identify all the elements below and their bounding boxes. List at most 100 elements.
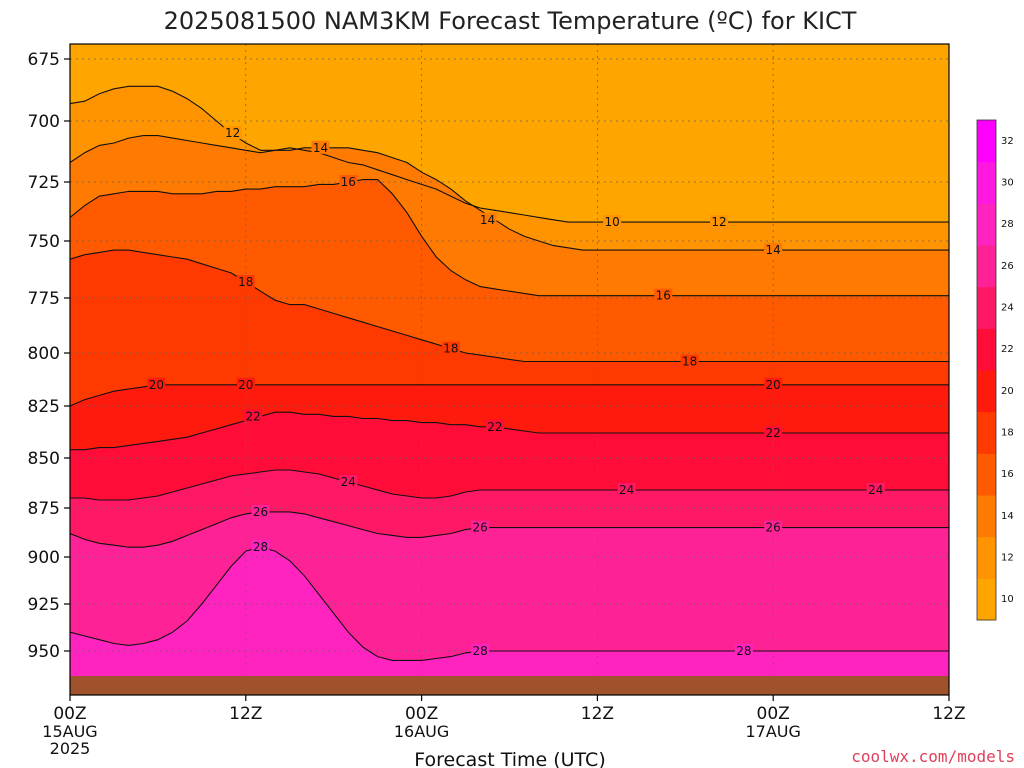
contour-label-22: 22 — [485, 419, 504, 434]
colorbar-swatch-30 — [977, 161, 996, 204]
x-date-label-48: 17AUG — [745, 722, 800, 741]
contour-label-28: 28 — [734, 644, 753, 658]
temp-band-28-plus — [70, 547, 949, 676]
isotherm-12 — [70, 85, 949, 223]
x-tick-label-36: 12Z — [581, 704, 614, 724]
svg-text:18: 18 — [238, 275, 253, 289]
svg-text:14: 14 — [766, 243, 781, 257]
isotherm-24 — [70, 469, 949, 501]
colorbar-label-12: 12 — [1001, 553, 1014, 564]
temp-band-16-18 — [70, 179, 949, 362]
colorbar-label-18: 18 — [1001, 428, 1014, 439]
x-tick-label-60: 12Z — [932, 704, 965, 724]
isotherm-contours — [70, 85, 949, 661]
isotherm-16 — [70, 179, 949, 297]
colorbar-label-14: 14 — [1001, 511, 1014, 522]
svg-text:26: 26 — [473, 521, 488, 535]
x-date-label-0: 15AUG — [42, 722, 97, 741]
colorbar-label-10: 10 — [1001, 594, 1014, 605]
svg-text:20: 20 — [149, 378, 164, 392]
svg-text:18: 18 — [443, 342, 458, 356]
temp-band-12-14 — [70, 86, 949, 251]
contour-label-18: 18 — [236, 275, 255, 289]
temp-band-24-26 — [70, 470, 949, 548]
contour-label-14: 14 — [311, 140, 330, 155]
isotherm-22 — [70, 411, 949, 451]
y-tick-label-925: 925 — [28, 595, 60, 615]
temp-band-26-28 — [70, 511, 949, 661]
temp-band-20-22 — [70, 384, 949, 450]
y-axis: 675 700 725 750 775 800 825 850 875 900 925 950 — [28, 50, 70, 662]
colorbar-legend: 10 12 14 16 18 20 22 24 26 28 30 32 — [976, 119, 1014, 621]
temperature-bands — [70, 44, 949, 676]
contour-label-24: 24 — [339, 475, 358, 489]
y-tick-label-900: 900 — [28, 548, 60, 568]
svg-text:24: 24 — [341, 475, 356, 489]
contour-label-28: 28 — [251, 540, 270, 554]
contour-label-16: 16 — [339, 175, 358, 189]
svg-text:22: 22 — [487, 420, 502, 434]
isotherm-14 — [70, 135, 949, 251]
svg-text:22: 22 — [766, 426, 781, 440]
colorbar-swatch-16 — [977, 453, 996, 496]
svg-text:12: 12 — [711, 215, 726, 229]
svg-text:22: 22 — [245, 409, 260, 423]
chart-title: 2025081500 NAM3KM Forecast Temperature (… — [164, 7, 857, 35]
svg-text:28: 28 — [736, 644, 751, 658]
contour-label-10: 10 — [603, 215, 622, 229]
y-tick-label-775: 775 — [28, 289, 60, 309]
temp-band-10-12 — [70, 44, 949, 223]
colorbar-swatch-12 — [977, 536, 996, 579]
contour-label-16: 16 — [654, 288, 673, 303]
svg-text:20: 20 — [766, 378, 781, 392]
colorbar-label-24: 24 — [1001, 303, 1014, 314]
x-tick-label-24: 00Z — [405, 704, 438, 724]
x-tick-label-12: 12Z — [229, 704, 262, 724]
y-tick-label-800: 800 — [28, 344, 60, 364]
svg-text:16: 16 — [341, 175, 356, 189]
colorbar-swatch-14 — [977, 495, 996, 538]
colorbar-label-20: 20 — [1001, 386, 1014, 397]
contour-label-12: 12 — [710, 215, 728, 229]
contour-label-22: 22 — [244, 409, 263, 423]
y-tick-label-725: 725 — [28, 173, 60, 193]
contour-label-22: 22 — [764, 426, 783, 440]
contour-label-26: 26 — [764, 520, 783, 535]
plot-area: 12 10 12 14 14 14 16 16 18 18 18 20 20 20 22 22 22 24 24 24… — [70, 44, 949, 676]
svg-text:16: 16 — [656, 289, 671, 303]
y-tick-label-675: 675 — [28, 50, 60, 70]
x-date-label-24: 16AUG — [394, 722, 449, 741]
svg-text:12: 12 — [225, 126, 240, 140]
y-tick-label-850: 850 — [28, 449, 60, 469]
isotherm-18 — [70, 249, 949, 363]
colorbar-swatch-22 — [977, 328, 996, 371]
colorbar-frame — [976, 119, 997, 621]
temp-band-14-16 — [70, 135, 949, 296]
colorbar-swatch-10 — [977, 578, 996, 621]
x-year-label-0: 2025 — [50, 739, 91, 758]
colorbar-label-22: 22 — [1001, 344, 1014, 355]
contour-label-28: 28 — [471, 644, 490, 658]
contour-label-26: 26 — [251, 504, 270, 519]
svg-text:14: 14 — [480, 213, 495, 227]
svg-text:20: 20 — [238, 378, 253, 392]
svg-text:26: 26 — [253, 505, 268, 519]
x-tick-label-0: 00Z — [53, 704, 86, 724]
isotherm-26 — [70, 511, 949, 548]
contour-label-24: 24 — [617, 483, 636, 497]
x-tick-label-48: 00Z — [757, 704, 790, 724]
credit-text: coolwx.com/models — [851, 747, 1015, 766]
svg-text:14: 14 — [313, 141, 328, 155]
y-tick-label-750: 750 — [28, 232, 60, 252]
contour-label-14: 14 — [478, 212, 497, 227]
ground-strip — [70, 676, 949, 695]
y-tick-label-950: 950 — [28, 642, 60, 662]
isotherm-28 — [70, 546, 949, 661]
svg-text:10: 10 — [604, 215, 619, 229]
y-tick-label-825: 825 — [28, 397, 60, 417]
contour-label-14: 14 — [764, 243, 783, 257]
contour-label-24: 24 — [866, 483, 885, 497]
svg-text:28: 28 — [253, 540, 268, 554]
